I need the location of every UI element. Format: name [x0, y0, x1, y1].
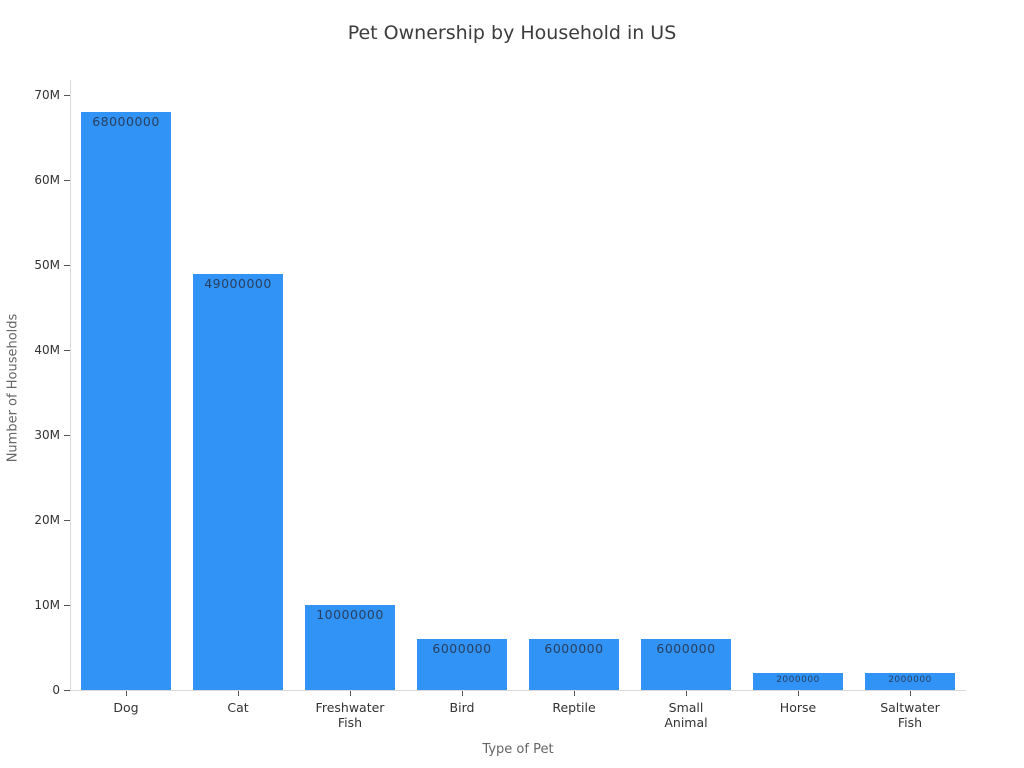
y-tick-mark	[64, 349, 70, 351]
bar	[81, 112, 171, 690]
y-tick-label: 20M	[34, 513, 60, 527]
y-tick-mark	[64, 604, 70, 606]
x-tick-label: Small Animal	[664, 700, 708, 730]
bar	[753, 673, 843, 690]
x-axis-line	[70, 690, 966, 691]
bar	[641, 639, 731, 690]
bar-value-label: 68000000	[92, 114, 160, 129]
y-tick-label: 50M	[34, 258, 60, 272]
x-tick-label: Bird	[449, 700, 475, 715]
bar	[417, 639, 507, 690]
x-axis-title: Type of Pet	[482, 742, 554, 757]
x-tick-label: Reptile	[552, 700, 596, 715]
y-tick-label: 70M	[34, 88, 60, 102]
y-tick-label: 10M	[34, 598, 60, 612]
y-tick-mark	[64, 434, 70, 436]
bar-value-label: 6000000	[656, 641, 716, 656]
y-tick-mark	[64, 519, 70, 521]
y-tick-mark	[64, 264, 70, 266]
bar-value-label: 49000000	[204, 275, 272, 291]
bar	[305, 605, 395, 690]
x-tick-mark	[909, 691, 911, 696]
x-tick-label: Horse	[779, 700, 817, 715]
y-tick-mark	[64, 689, 70, 691]
bar-value-label: 6000000	[544, 641, 604, 656]
bar-value-label: 10000000	[316, 607, 384, 622]
x-tick-mark	[349, 691, 351, 696]
x-tick-mark	[797, 691, 799, 696]
chart-title: Pet Ownership by Household in US	[347, 22, 677, 44]
x-tick-label: Cat	[227, 700, 249, 715]
x-tick-label: Dog	[113, 700, 139, 715]
y-tick-mark	[64, 179, 70, 181]
x-tick-label: Saltwater Fish	[880, 700, 940, 730]
x-tick-mark	[573, 691, 575, 696]
y-tick-label: 0	[52, 683, 60, 697]
bar	[193, 273, 283, 690]
y-axis-line	[70, 80, 71, 690]
x-tick-mark	[237, 691, 239, 696]
y-tick-label: 60M	[34, 173, 60, 187]
y-tick-mark	[64, 94, 70, 96]
y-tick-label: 30M	[34, 428, 60, 442]
bar-value-label: 6000000	[432, 641, 492, 656]
bar	[529, 639, 619, 690]
x-tick-mark	[461, 691, 463, 696]
x-tick-mark	[125, 691, 127, 696]
bar	[865, 673, 955, 690]
x-tick-mark	[685, 691, 687, 696]
y-tick-label: 40M	[34, 343, 60, 357]
x-tick-label: Freshwater Fish	[315, 700, 385, 730]
bar-value-label: 2000000	[888, 675, 932, 685]
bar-value-label: 2000000	[776, 675, 820, 685]
